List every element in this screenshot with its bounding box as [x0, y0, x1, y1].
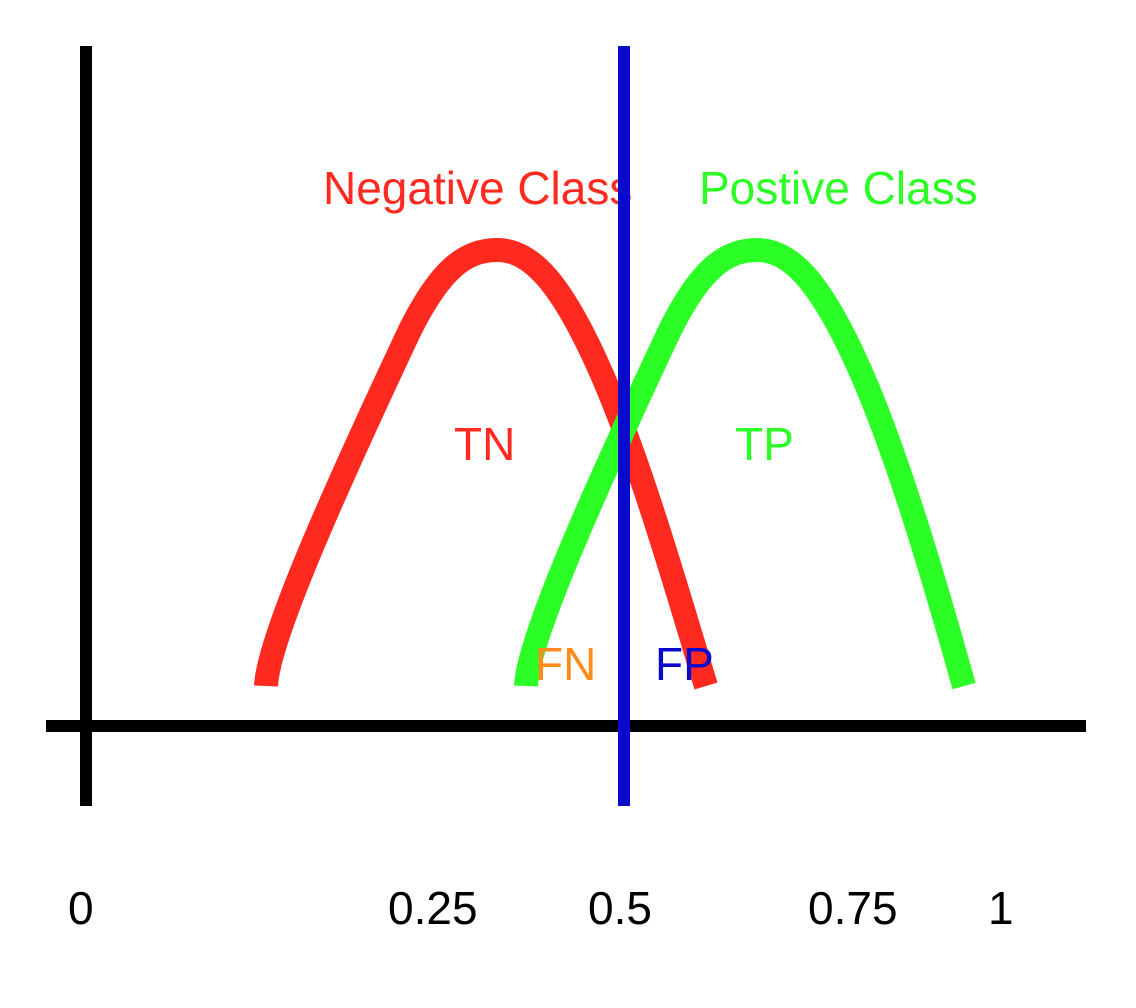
positive-class-curve — [514, 238, 976, 690]
true-negative-label: TN — [454, 418, 515, 470]
false-negative-label: FN — [535, 638, 596, 690]
x-tick-label: 0.5 — [588, 882, 652, 934]
x-tick-label: 0.25 — [388, 882, 478, 934]
x-tick-label: 0 — [68, 882, 94, 934]
true-positive-label: TP — [735, 418, 794, 470]
positive-class-label: Postive Class — [699, 162, 978, 214]
x-tick-label: 1 — [988, 882, 1014, 934]
false-positive-label: FP — [655, 638, 714, 690]
negative-class-curve — [254, 238, 718, 690]
x-tick-label: 0.75 — [808, 882, 898, 934]
negative-class-label: Negative Class — [323, 162, 632, 214]
